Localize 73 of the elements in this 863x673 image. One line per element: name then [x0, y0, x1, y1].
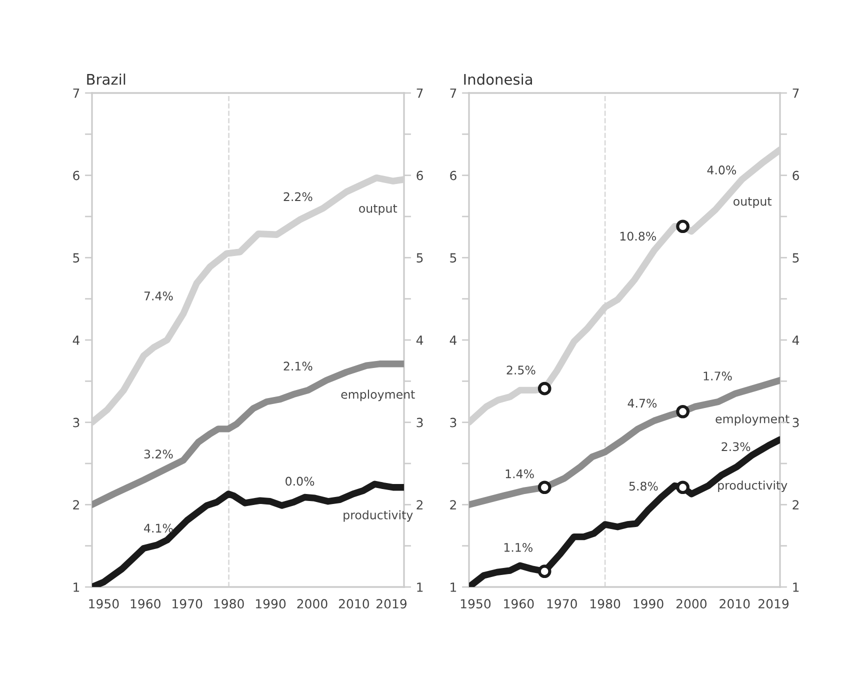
annotation: 1.7%: [704, 372, 732, 380]
x-tick-label: 1980: [590, 599, 620, 608]
point: [538, 382, 552, 396]
annotation: 7.4%: [144, 292, 173, 300]
annotation: 4.7%: [628, 398, 657, 408]
y2-tick-label: 5: [792, 253, 799, 263]
series-label: employment: [341, 390, 415, 402]
chart-title: Brazil: [87, 74, 126, 85]
point: [676, 220, 690, 234]
y2-tick-label: 5: [416, 253, 423, 263]
y2-tick-label: 7: [416, 88, 423, 98]
y2-tick-label: 7: [792, 88, 799, 98]
annotation: 2.5%: [506, 366, 536, 375]
series-label: output: [359, 204, 398, 216]
y2-tick-label: 2: [416, 500, 423, 510]
x-tick-label: 1960: [130, 599, 160, 608]
y2-tick-label: 6: [792, 170, 799, 180]
series-label: productivity: [344, 510, 413, 522]
x-tick-label: 1950: [460, 599, 491, 608]
y-tick-label: 2: [450, 500, 456, 510]
y-tick-label: 2: [73, 500, 79, 510]
series-label: output: [734, 197, 772, 208]
y-tick-label: 5: [450, 253, 456, 263]
x-tick-label: 2000: [297, 599, 328, 608]
y2-tick-label: 2: [792, 500, 799, 510]
point: [538, 564, 552, 578]
y2-tick-label: 6: [416, 170, 423, 180]
annotation: 10.8%: [620, 232, 656, 241]
y2-tick-label: 3: [792, 418, 799, 428]
y-tick-label: 5: [73, 253, 80, 263]
y2-tick-label: 4: [792, 336, 800, 345]
y-tick-label: 3: [73, 418, 80, 428]
y-tick-label: 1: [74, 582, 80, 592]
annotation: 2.2%: [284, 192, 312, 202]
x-tick-label: 1990: [256, 599, 286, 608]
x-tick-label: 1970: [547, 599, 577, 608]
x-tick-label: 2019: [376, 599, 407, 608]
y-tick-label: 3: [450, 418, 456, 428]
series-label: employment: [716, 414, 790, 426]
x-tick-label: 2000: [676, 599, 707, 608]
y2-tick-label: 4: [416, 336, 424, 345]
x-tick-label: 2019: [758, 599, 789, 608]
x-tick-label: 1970: [172, 599, 202, 608]
y-tick-label: 7: [450, 88, 456, 98]
x-tick-label: 1960: [504, 599, 534, 608]
annotation: 1.1%: [504, 542, 532, 552]
x-tick-label: 2010: [338, 599, 370, 608]
x-tick-label: 1990: [634, 599, 664, 608]
y-tick-label: 1: [450, 582, 456, 592]
annotation: 4.0%: [707, 166, 736, 174]
point: [676, 480, 690, 494]
annotation: 2.3%: [722, 442, 750, 452]
annotation: 2.1%: [284, 362, 312, 371]
x-tick-label: 1950: [89, 599, 119, 608]
y-tick-label: 6: [450, 170, 456, 180]
y-tick-label: 4: [72, 336, 80, 345]
y-tick-label: 7: [73, 88, 80, 98]
y2-tick-label: 1: [417, 582, 423, 592]
y-tick-label: 4: [450, 336, 456, 345]
annotation: 4.1%: [144, 524, 173, 533]
series-label: productivity: [718, 480, 788, 492]
annotation: 0.0%: [286, 476, 314, 486]
y-tick-label: 6: [73, 170, 80, 180]
y2-tick-label: 1: [793, 582, 799, 592]
annotation: 1.4%: [506, 469, 534, 478]
x-tick-label: 2010: [720, 599, 750, 608]
point: [538, 480, 552, 494]
chart-title: Indonesia: [464, 74, 532, 85]
point: [676, 404, 690, 418]
annotation: 3.2%: [144, 450, 173, 459]
x-tick-label: 1980: [214, 599, 244, 608]
annotation: 5.8%: [629, 482, 658, 491]
y2-tick-label: 3: [416, 418, 423, 428]
